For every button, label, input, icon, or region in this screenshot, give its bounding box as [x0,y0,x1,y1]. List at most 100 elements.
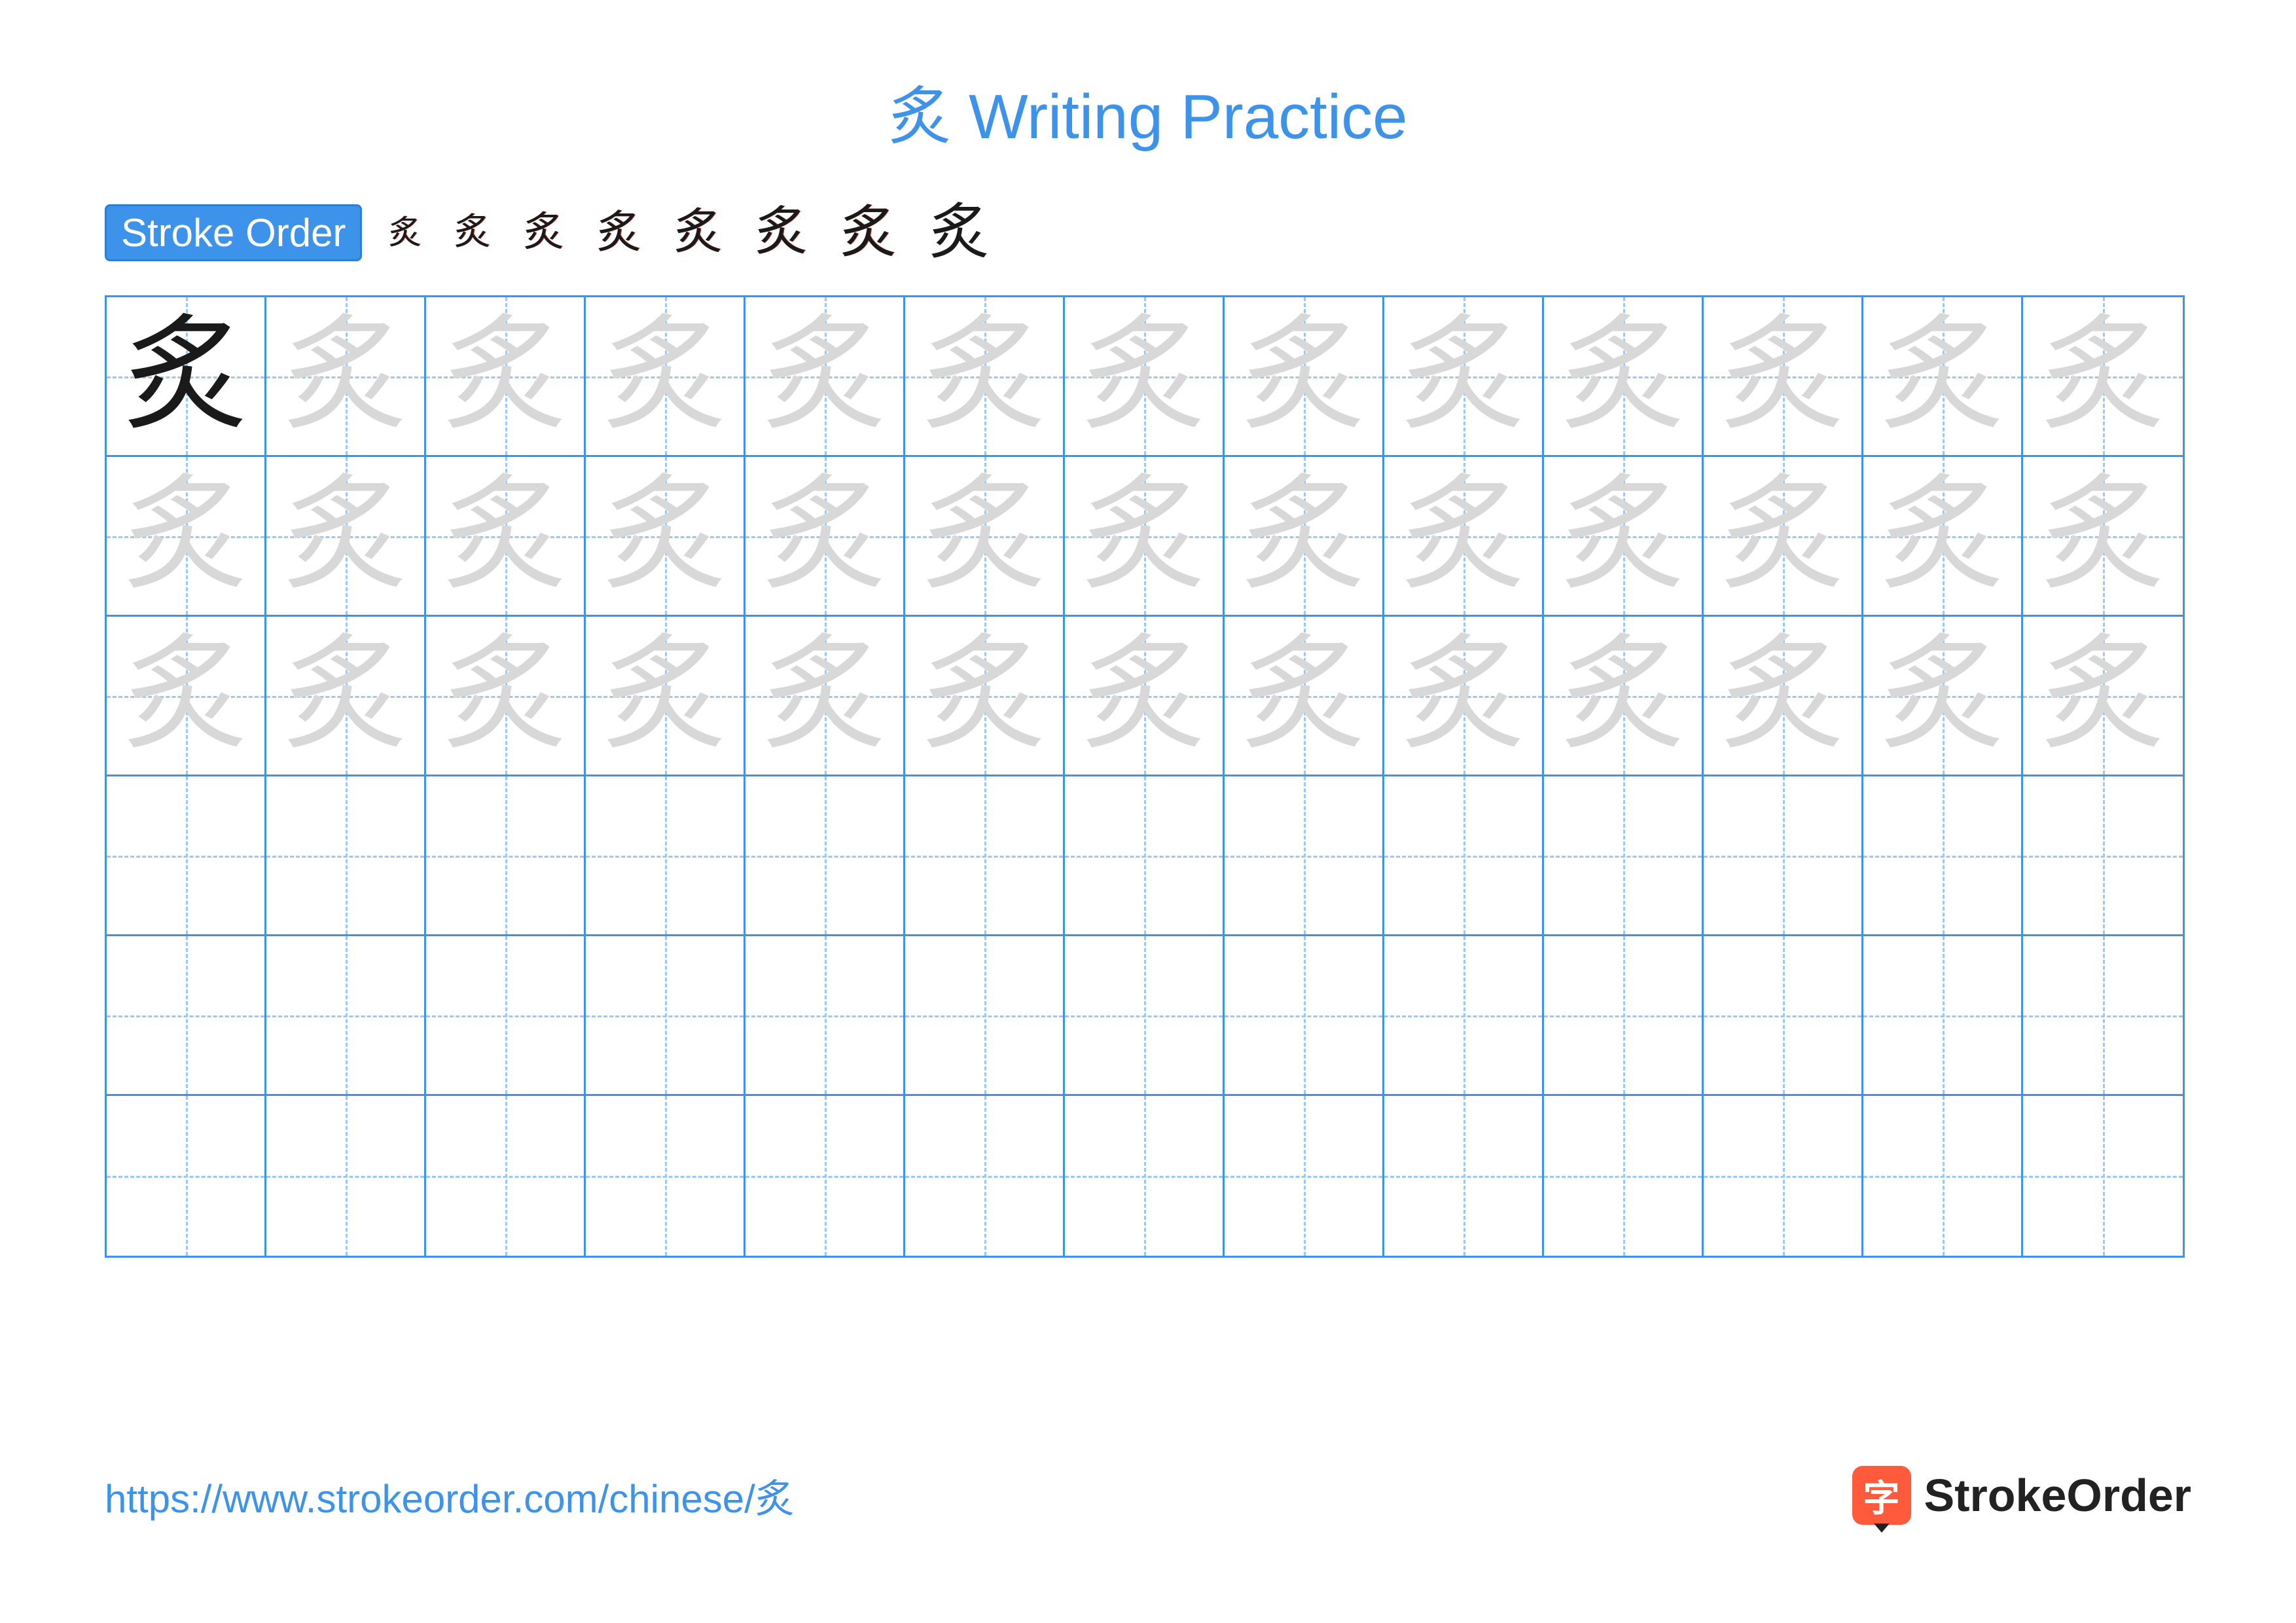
grid-cell: 炙 [905,297,1065,457]
grid-cell [426,936,586,1096]
stroke-step-4: 炙 [596,210,641,255]
grid-cell: 炙 [1225,297,1384,457]
grid-cell: 炙 [745,297,905,457]
trace-character: 炙 [586,617,744,775]
grid-cell [745,1096,905,1256]
grid-cell [1065,776,1225,936]
grid-cell: 炙 [1065,297,1225,457]
trace-character: 炙 [1544,617,1702,775]
trace-character: 炙 [745,297,903,455]
grid-cell: 炙 [1704,457,1863,617]
page-title: 炙 Writing Practice [105,65,2191,156]
grid-cell [1384,936,1544,1096]
grid-cell: 炙 [426,457,586,617]
grid-cell: 炙 [1544,297,1704,457]
trace-character: 炙 [2023,297,2183,455]
stroke-step-1: 炙 [388,216,421,249]
grid-cell: 炙 [2023,617,2183,776]
grid-cell: 炙 [426,297,586,457]
grid-cell [107,1096,266,1256]
grid-cell [1544,776,1704,936]
trace-character: 炙 [745,457,903,615]
title-character: 炙 [888,82,951,152]
source-url-link[interactable]: https://www.strokeorder.com/chinese/炙 [105,1467,795,1524]
grid-cell: 炙 [1704,297,1863,457]
grid-cell: 炙 [1544,457,1704,617]
stroke-steps-container: 炙炙炙炙炙炙炙炙 [388,202,989,263]
trace-character: 炙 [266,297,424,455]
brand-logo: 字 StrokeOrder [1852,1466,2191,1525]
stroke-order-label: Stroke Order [105,204,362,261]
trace-character: 炙 [1544,457,1702,615]
grid-cell [1384,776,1544,936]
grid-cell: 炙 [266,617,426,776]
grid-cell [266,1096,426,1256]
grid-cell [266,936,426,1096]
grid-cell: 炙 [1225,617,1384,776]
trace-character: 炙 [1065,617,1223,775]
grid-cell: 炙 [107,617,266,776]
grid-cell: 炙 [1225,457,1384,617]
grid-cell [1863,1096,2023,1256]
grid-cell: 炙 [2023,457,2183,617]
trace-character: 炙 [1225,617,1382,775]
model-character: 炙 [107,297,264,455]
grid-cell [1704,1096,1863,1256]
trace-character: 炙 [1704,297,1861,455]
trace-character: 炙 [1225,297,1382,455]
grid-cell [1704,776,1863,936]
trace-character: 炙 [1863,457,2021,615]
trace-character: 炙 [426,457,584,615]
grid-cell [107,776,266,936]
grid-cell [107,936,266,1096]
grid-cell: 炙 [905,457,1065,617]
trace-character: 炙 [266,617,424,775]
grid-cell: 炙 [745,617,905,776]
grid-cell: 炙 [1384,617,1544,776]
trace-character: 炙 [745,617,903,775]
grid-cell: 炙 [1863,617,2023,776]
footer: https://www.strokeorder.com/chinese/炙 字 … [105,1466,2191,1525]
grid-cell: 炙 [586,297,745,457]
trace-character: 炙 [107,617,264,775]
grid-cell [586,936,745,1096]
trace-character: 炙 [1384,617,1542,775]
trace-character: 炙 [1863,617,2021,775]
trace-character: 炙 [266,457,424,615]
trace-character: 炙 [586,297,744,455]
grid-cell [1863,776,2023,936]
grid-cell: 炙 [1065,457,1225,617]
grid-cell [905,936,1065,1096]
grid-cell [1065,936,1225,1096]
grid-cell [266,776,426,936]
stroke-order-row: Stroke Order 炙炙炙炙炙炙炙炙 [105,202,2191,263]
trace-character: 炙 [1384,457,1542,615]
grid-cell [2023,776,2183,936]
stroke-step-8: 炙 [929,202,989,263]
grid-cell: 炙 [1384,297,1544,457]
grid-cell: 炙 [266,297,426,457]
trace-character: 炙 [1065,297,1223,455]
grid-cell [1225,776,1384,936]
grid-cell: 炙 [1863,457,2023,617]
trace-character: 炙 [2023,617,2183,775]
trace-character: 炙 [905,617,1063,775]
grid-cell: 炙 [266,457,426,617]
trace-character: 炙 [426,297,584,455]
trace-character: 炙 [586,457,744,615]
stroke-step-3: 炙 [523,212,564,253]
grid-cell [905,1096,1065,1256]
trace-character: 炙 [1384,297,1542,455]
grid-cell [1863,936,2023,1096]
trace-character: 炙 [905,457,1063,615]
grid-cell [1225,936,1384,1096]
title-suffix: Writing Practice [951,82,1407,152]
stroke-step-7: 炙 [840,204,896,261]
grid-cell: 炙 [2023,297,2183,457]
stroke-step-2: 炙 [454,214,490,251]
grid-cell: 炙 [107,457,266,617]
trace-character: 炙 [1704,457,1861,615]
grid-cell: 炙 [1544,617,1704,776]
brand-icon: 字 [1852,1466,1911,1525]
trace-character: 炙 [1065,457,1223,615]
